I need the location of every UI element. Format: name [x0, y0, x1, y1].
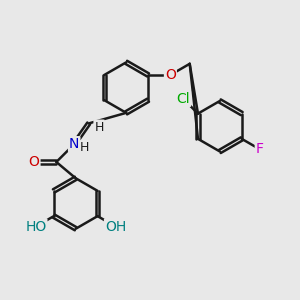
Text: F: F: [256, 142, 264, 156]
Text: N: N: [69, 137, 80, 151]
Text: Cl: Cl: [176, 92, 190, 106]
Text: OH: OH: [105, 220, 126, 233]
Text: HO: HO: [25, 220, 46, 233]
Text: H: H: [94, 121, 104, 134]
Text: O: O: [28, 155, 40, 169]
Text: H: H: [80, 141, 89, 154]
Text: O: O: [165, 68, 176, 82]
